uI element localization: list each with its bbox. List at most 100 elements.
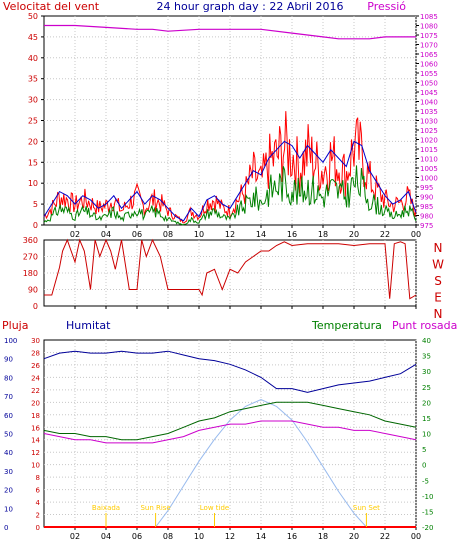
wind-x-tick-label: 06 — [132, 230, 142, 239]
humidity-x-tick-label: 14 — [256, 532, 266, 541]
event-label: Sun Rise — [140, 504, 170, 512]
rain-y-tick-label: 0 — [36, 524, 40, 532]
temperature-y-tick-label: -10 — [422, 493, 433, 501]
humidity-y-tick-label: 10 — [4, 505, 13, 513]
wind-x-tick-label: 20 — [349, 230, 359, 239]
temperature-y-tick-label: 0 — [422, 462, 426, 470]
pressure-y-tick-label: 1060 — [420, 61, 438, 69]
direction-y-tick-label: 180 — [23, 269, 38, 278]
humidity-y-tick-label: 60 — [4, 412, 13, 420]
wind-x-tick-label: 16 — [287, 230, 297, 239]
temperature-y-tick-label: 25 — [422, 384, 431, 392]
rain-axis-title: Pluja — [2, 319, 28, 332]
solar-series — [155, 399, 367, 528]
rain-y-tick-label: 24 — [31, 374, 40, 382]
rain-y-tick-label: 30 — [31, 337, 40, 345]
wind-x-tick-label: 12 — [225, 230, 235, 239]
pressure-y-tick-label: 1050 — [420, 80, 438, 88]
humidity-x-tick-label: 10 — [194, 532, 204, 541]
direction-compass-label: S — [434, 274, 442, 288]
pressure-y-tick-label: 1055 — [420, 70, 438, 78]
pressure-y-tick-label: 1085 — [420, 13, 438, 21]
pressure-y-tick-label: 1075 — [420, 32, 438, 40]
humidity-x-tick-label: 02 — [70, 532, 80, 541]
humidity-y-tick-label: 80 — [4, 374, 13, 382]
rain-y-tick-label: 12 — [31, 449, 40, 457]
wind-y-tick-label: 15 — [28, 158, 38, 167]
wind-axis-title: Velocitat del vent — [3, 0, 100, 13]
humidity-y-tick-label: 20 — [4, 487, 13, 495]
humidity-x-tick-label: 12 — [225, 532, 235, 541]
temperature-y-tick-label: -5 — [422, 477, 429, 485]
pressure-y-tick-label: 1065 — [420, 51, 438, 59]
wind-x-tick-label: 22 — [380, 230, 390, 239]
temperature-y-tick-label: 20 — [422, 399, 431, 407]
temperature-y-tick-label: -15 — [422, 508, 433, 516]
rain-y-tick-label: 8 — [36, 474, 40, 482]
pressure-y-tick-label: 1040 — [420, 99, 438, 107]
direction-y-tick-label: 270 — [23, 253, 38, 262]
wind-y-tick-label: 10 — [28, 179, 38, 188]
humidity-y-tick-label: 40 — [4, 449, 13, 457]
humidity-x-tick-label: 22 — [380, 532, 390, 541]
direction-compass-label: E — [434, 291, 442, 305]
humidity-x-tick-label: 18 — [318, 532, 328, 541]
wind-x-tick-label: 00 — [411, 230, 421, 239]
temperature-y-tick-label: 5 — [422, 446, 426, 454]
temperature-y-tick-label: 30 — [422, 368, 431, 376]
direction-y-tick-label: 0 — [33, 302, 38, 311]
rain-y-tick-label: 16 — [31, 424, 40, 432]
dewpoint-series — [43, 420, 417, 444]
temperature-series — [43, 401, 417, 441]
rain-y-tick-label: 20 — [31, 399, 40, 407]
pressure-series — [44, 24, 416, 40]
temperature-axis-title: Temperatura — [311, 319, 382, 332]
wind-y-tick-label: 5 — [33, 200, 38, 209]
dewpoint-axis-title: Punt rosada — [392, 319, 457, 332]
rain-y-tick-label: 26 — [31, 362, 40, 370]
event-label: Baixada — [92, 504, 120, 512]
pressure-y-tick-label: 1035 — [420, 108, 438, 116]
wind-y-tick-label: 30 — [28, 96, 38, 105]
wind-gust-series — [43, 111, 417, 224]
humidity-temperature-panel: 02 04 06 08 10 12 14 16 18 20 22 000102030405060708… — [4, 337, 433, 541]
rain-y-tick-label: 2 — [36, 512, 40, 520]
temperature-y-tick-label: 35 — [422, 353, 431, 361]
chart-title: 24 hour graph day : 22 Abril 2016 — [157, 0, 344, 13]
humidity-x-tick-label: 16 — [287, 532, 297, 541]
event-label: Sun Set — [353, 504, 380, 512]
rain-y-tick-label: 14 — [31, 437, 40, 445]
humidity-x-tick-label: 08 — [163, 532, 173, 541]
pressure-y-tick-label: 1005 — [420, 165, 438, 173]
pressure-y-tick-label: 1010 — [420, 156, 438, 164]
wind-y-tick-label: 35 — [28, 75, 38, 84]
humidity-series — [43, 350, 417, 393]
pressure-y-tick-label: 990 — [420, 194, 433, 202]
humidity-axis-title: Humitat — [66, 319, 111, 332]
wind-y-tick-label: 50 — [28, 12, 38, 21]
humidity-y-tick-label: 30 — [4, 468, 13, 476]
direction-compass-label: N — [434, 241, 443, 255]
temperature-y-tick-label: 10 — [422, 431, 431, 439]
pressure-y-tick-label: 1080 — [420, 23, 438, 31]
humidity-y-tick-label: 70 — [4, 393, 13, 401]
direction-compass-label: N — [434, 307, 443, 321]
rain-y-tick-label: 10 — [31, 462, 40, 470]
temperature-y-tick-label: -20 — [422, 524, 433, 532]
direction-compass-label: W — [432, 258, 444, 272]
pressure-y-tick-label: 1045 — [420, 89, 438, 97]
pressure-y-tick-label: 1015 — [420, 146, 438, 154]
wind-x-tick-label: 04 — [101, 230, 111, 239]
humidity-y-tick-label: 100 — [4, 337, 17, 345]
wind-x-tick-label: 10 — [194, 230, 204, 239]
humidity-y-tick-label: 0 — [4, 524, 8, 532]
wind-direction-series — [44, 238, 417, 300]
direction-y-tick-label: 90 — [28, 286, 38, 295]
temperature-y-tick-label: 40 — [422, 337, 431, 345]
rain-y-tick-label: 4 — [36, 499, 41, 507]
pressure-axis-title: Pressió — [367, 0, 406, 13]
wind-y-tick-label: 0 — [33, 221, 38, 230]
wind-x-tick-label: 14 — [256, 230, 266, 239]
pressure-y-tick-label: 1000 — [420, 175, 438, 183]
